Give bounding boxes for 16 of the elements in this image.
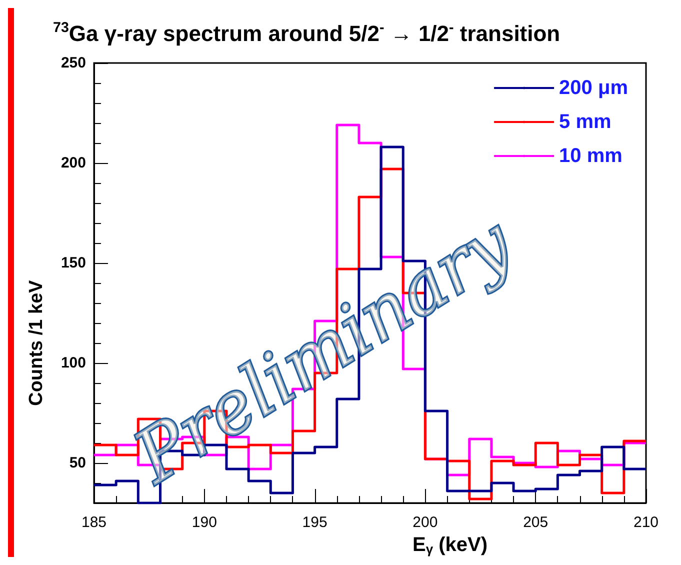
x-tick-label: 185: [81, 514, 107, 531]
y-tick-label: 250: [60, 54, 86, 72]
x-tick-label: 195: [302, 514, 328, 531]
x-axis-title: Eγ (keV): [412, 534, 488, 556]
y-tick-label: 100: [60, 354, 86, 372]
y-axis-title: Counts /1 keV: [26, 280, 47, 406]
legend-label: 200 μm: [559, 77, 628, 99]
y-tick-label: 50: [69, 454, 86, 472]
legend-label: 10 mm: [559, 145, 622, 167]
y-tick-label: 150: [60, 254, 86, 272]
legend-label: 5 mm: [559, 111, 612, 133]
x-tick-label: 190: [192, 514, 217, 531]
x-tick-label: 205: [523, 514, 548, 531]
x-tick-label: 210: [633, 514, 659, 531]
y-tick-label: 200: [60, 154, 86, 172]
x-tick-label: 200: [412, 514, 438, 531]
